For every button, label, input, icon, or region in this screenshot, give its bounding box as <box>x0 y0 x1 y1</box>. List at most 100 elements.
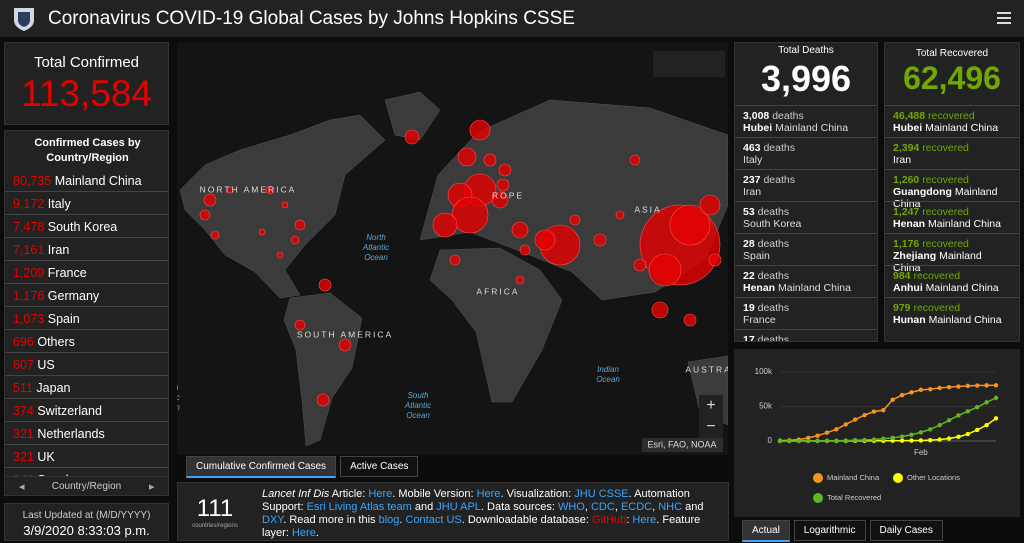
case-marker[interactable] <box>534 229 556 251</box>
unit: recovered <box>922 174 969 186</box>
case-marker[interactable] <box>404 129 420 145</box>
case-marker[interactable] <box>276 251 284 259</box>
case-marker[interactable] <box>496 178 510 192</box>
count: 80,735 <box>13 174 52 188</box>
chart-tab[interactable]: Daily Cases <box>869 520 943 541</box>
countries-count: 111 <box>196 495 234 522</box>
zoom-out[interactable]: − <box>706 418 715 435</box>
map-tab[interactable]: Active Cases <box>340 456 419 477</box>
link[interactable]: Here <box>291 527 316 539</box>
prev[interactable]: ◂ <box>19 481 25 493</box>
link[interactable]: DXY <box>262 514 284 526</box>
case-marker[interactable] <box>708 253 722 267</box>
count: 1,209 <box>13 266 45 280</box>
link[interactable]: Here <box>632 514 657 526</box>
case-marker[interactable] <box>515 275 525 285</box>
title: Coronavirus COVID-19 Global Cases by Joh… <box>48 8 575 29</box>
point <box>881 436 886 441</box>
legend-swatch <box>813 473 823 483</box>
map-tools[interactable]: +− <box>653 51 725 439</box>
chart-tab[interactable]: Actual <box>742 520 790 542</box>
point <box>956 413 961 418</box>
case-marker[interactable] <box>281 201 289 209</box>
case-marker[interactable] <box>316 393 330 407</box>
country-row[interactable]: 7,161 Iran <box>5 239 168 261</box>
case-marker[interactable] <box>457 147 477 167</box>
link[interactable]: WHO <box>557 501 585 513</box>
case-marker[interactable] <box>491 191 509 209</box>
case-marker[interactable] <box>203 193 217 207</box>
menu-button[interactable] <box>996 11 1012 25</box>
text: , <box>614 501 621 513</box>
count: 511 <box>13 381 33 395</box>
case-marker[interactable] <box>683 313 697 327</box>
country: Japan <box>36 381 71 395</box>
country-row[interactable]: 321 UK <box>5 446 168 468</box>
case-marker[interactable] <box>651 301 669 319</box>
country-row[interactable]: 321 Netherlands <box>5 423 168 445</box>
map-tab[interactable]: Cumulative Confirmed Cases <box>186 456 337 478</box>
country-row[interactable]: 607 US <box>5 354 168 376</box>
point <box>975 404 980 410</box>
case-marker[interactable] <box>449 254 461 266</box>
case-marker[interactable] <box>294 319 306 331</box>
case-marker[interactable] <box>569 214 581 226</box>
link[interactable]: JHU APL <box>436 501 481 513</box>
zoom-in[interactable]: + <box>706 397 715 414</box>
case-marker[interactable] <box>511 221 529 239</box>
link[interactable]: GitHub <box>592 514 627 526</box>
case-marker[interactable] <box>338 338 352 352</box>
case-marker[interactable] <box>318 278 332 292</box>
case-marker[interactable] <box>469 119 491 141</box>
link[interactable]: Here <box>476 488 501 500</box>
case-marker[interactable] <box>615 210 625 220</box>
case-marker[interactable] <box>199 209 211 221</box>
case-marker[interactable] <box>258 228 266 236</box>
case-marker[interactable] <box>593 233 607 247</box>
link[interactable]: NHC <box>658 501 683 513</box>
count: 1,176 <box>13 289 45 303</box>
case-marker[interactable] <box>226 186 234 194</box>
link[interactable]: Contact US <box>405 514 462 526</box>
country-row[interactable]: 511 Japan <box>5 377 168 399</box>
case-marker[interactable] <box>451 196 489 234</box>
deaths-row: 53 deaths South Korea <box>735 201 877 233</box>
country-row[interactable]: 7,478 South Korea <box>5 216 168 238</box>
country-row[interactable]: 9,172 Italy <box>5 193 168 215</box>
country-row[interactable]: 696 Others <box>5 331 168 353</box>
country-row[interactable]: 1,176 Germany <box>5 285 168 307</box>
link[interactable]: blog <box>378 514 400 526</box>
next[interactable]: ▸ <box>149 481 155 493</box>
map[interactable]: NORTH AMERICA SOUTH AMERICA ROPE AFRICA ASIA… <box>177 43 728 455</box>
case-marker[interactable] <box>498 163 512 177</box>
case-marker[interactable] <box>483 153 497 167</box>
country-row[interactable]: 374 Switzerland <box>5 400 168 422</box>
case-marker[interactable] <box>432 212 458 238</box>
country-row[interactable]: 80,735 Mainland China <box>5 170 168 192</box>
country-row[interactable]: 1,073 Spain <box>5 308 168 330</box>
link[interactable]: ECDC <box>620 501 653 513</box>
chart-tab[interactable]: Logarithmic <box>793 520 866 541</box>
case-marker[interactable] <box>629 154 641 166</box>
case-marker[interactable] <box>290 235 300 245</box>
country: Italy <box>47 197 71 211</box>
link[interactable]: Here <box>368 488 393 500</box>
point <box>881 407 886 413</box>
count: 374 <box>13 404 34 418</box>
case-marker[interactable] <box>633 258 647 272</box>
case-marker[interactable] <box>265 185 275 195</box>
point <box>956 434 961 440</box>
deaths-row: 19 deaths France <box>735 297 877 329</box>
count: 696 <box>13 335 34 349</box>
case-marker[interactable] <box>669 204 711 246</box>
country-row[interactable]: 1,209 France <box>5 262 168 284</box>
case-marker[interactable] <box>699 194 721 216</box>
case-marker[interactable] <box>519 244 531 256</box>
case-marker[interactable] <box>648 253 682 287</box>
link[interactable]: JHU CSSE <box>574 488 629 500</box>
case-marker[interactable] <box>210 230 220 240</box>
case-marker[interactable] <box>294 219 306 231</box>
link[interactable]: CDC <box>590 501 615 513</box>
logo <box>14 8 34 31</box>
link[interactable]: Esri Living Atlas team <box>306 501 412 513</box>
